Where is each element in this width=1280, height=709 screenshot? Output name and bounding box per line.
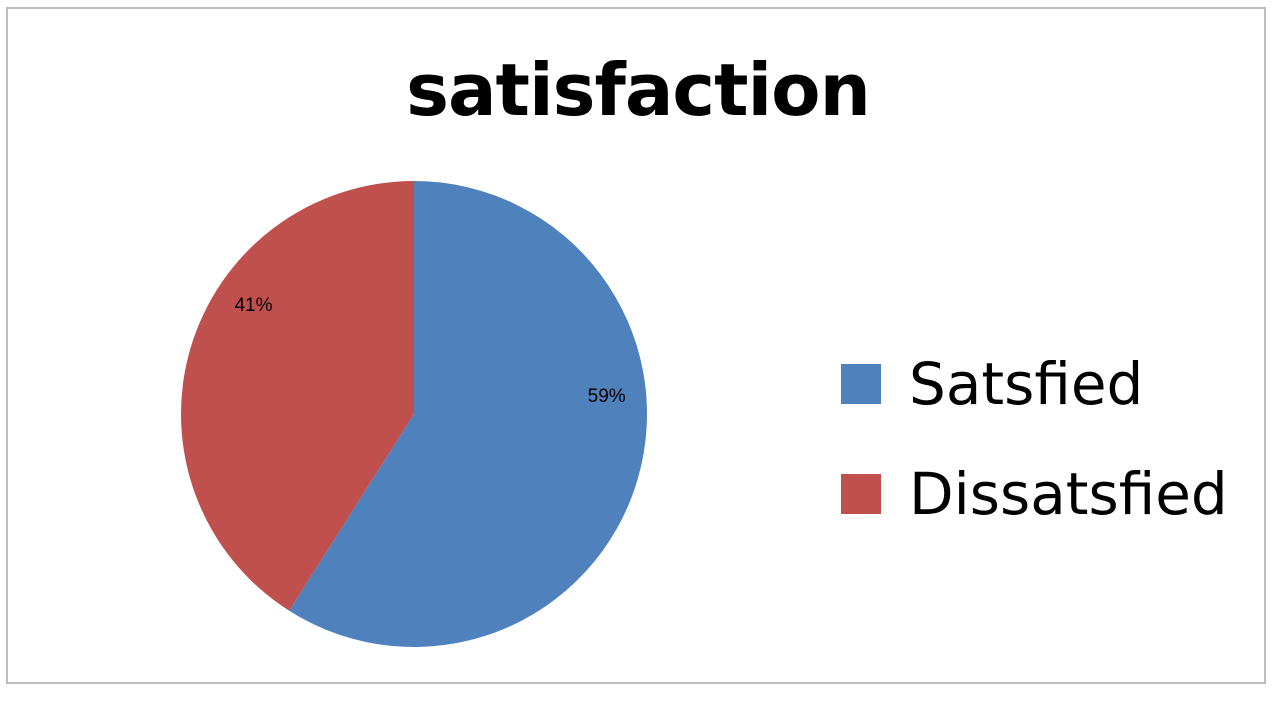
- chart-title: satisfaction: [406, 48, 871, 132]
- pie-slice-satsfied: [289, 181, 647, 648]
- chart-frame: satisfaction 59% 41% Satsfied Dissatsfied: [6, 7, 1266, 684]
- legend-swatch-dissatsfied: [841, 474, 881, 514]
- pie-chart: 59% 41%: [181, 181, 647, 648]
- legend-item-satsfied: Satsfied: [841, 329, 1228, 439]
- slice-label-dissatsfied: 41%: [234, 295, 272, 316]
- slice-label-satsfied: 59%: [588, 386, 626, 407]
- pie-slice-dissatsfied: [181, 181, 414, 611]
- legend-swatch-satsfied: [841, 364, 881, 404]
- legend-label-dissatsfied: Dissatsfied: [909, 460, 1228, 528]
- legend: Satsfied Dissatsfied: [841, 329, 1228, 549]
- legend-label-satsfied: Satsfied: [909, 350, 1144, 418]
- legend-item-dissatsfied: Dissatsfied: [841, 439, 1228, 549]
